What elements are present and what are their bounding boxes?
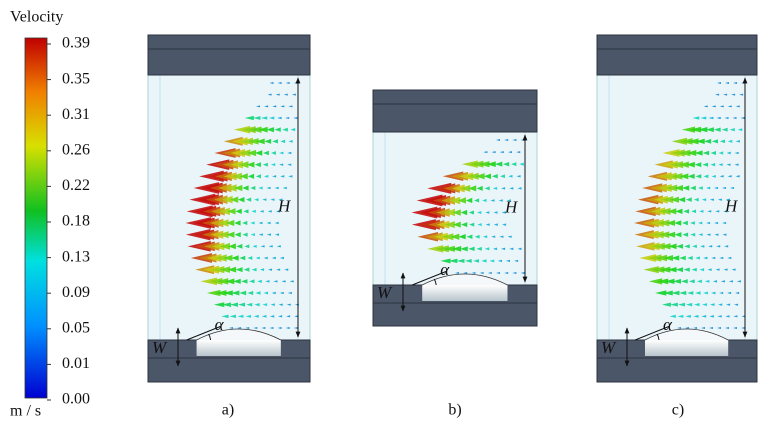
colorbar-label: 0.31 — [62, 106, 90, 123]
figure: Velocity 0.39 0.35 0.31 0.26 0.22 0.18 0.13 0.0… — [0, 0, 758, 423]
angle-label: α — [663, 315, 673, 334]
colorbar-label: 0.05 — [62, 319, 90, 336]
angle-label: α — [215, 315, 225, 334]
colorbar-label: 0.00 — [62, 391, 90, 408]
colorbar-title: Velocity — [10, 9, 63, 26]
panel: H Wα c) — [597, 35, 757, 419]
width-label: W — [601, 338, 617, 357]
panel-label: a) — [222, 402, 234, 419]
panel: H Wα a) — [148, 35, 310, 419]
colorbar-label: 0.39 — [62, 35, 90, 52]
angle-label: α — [440, 260, 450, 279]
colorbar-label: 0.35 — [62, 70, 90, 87]
width-label: W — [152, 338, 168, 357]
colorbar-label: 0.26 — [62, 141, 90, 158]
height-label: H — [504, 197, 519, 216]
panel-label: c) — [672, 402, 684, 419]
colorbar-unit: m / s — [10, 403, 41, 420]
top-plate — [373, 90, 537, 132]
colorbar-label: 0.01 — [62, 355, 90, 372]
heater — [645, 340, 728, 356]
heater — [422, 285, 507, 301]
height-label: H — [724, 196, 739, 215]
height-label: H — [277, 196, 292, 215]
colorbar-label: 0.22 — [62, 177, 90, 194]
colorbar-label: 0.18 — [62, 213, 90, 230]
colorbar-label: 0.13 — [62, 248, 90, 265]
top-plate — [597, 35, 757, 75]
colorbar-label: 0.09 — [62, 284, 90, 301]
panel: H Wα b) — [373, 90, 537, 419]
top-plate — [148, 35, 310, 75]
heater — [197, 340, 281, 356]
width-label: W — [377, 283, 393, 302]
colorbar — [25, 38, 47, 398]
panel-label: b) — [448, 402, 461, 419]
